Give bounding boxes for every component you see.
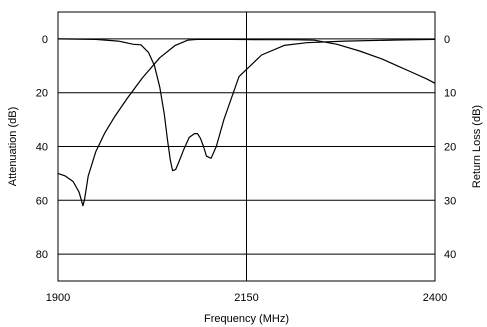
- y-left-tick-60: 60: [36, 195, 48, 207]
- y-right-tick-30: 30: [444, 195, 456, 207]
- attenuation-curve: [57, 38, 436, 207]
- grid: [58, 12, 435, 281]
- y-right-tick-20: 20: [444, 142, 456, 154]
- x-tick-2150: 2150: [234, 292, 258, 304]
- y-right-tick-10: 10: [444, 88, 456, 100]
- y-right-tick-0: 0: [444, 34, 450, 46]
- x-tick-1900: 1900: [46, 292, 70, 304]
- y-left-tick-0: 0: [42, 34, 48, 46]
- y-left-tick-80: 80: [36, 249, 48, 261]
- series-group: [57, 38, 436, 207]
- y-right-tick-40: 40: [444, 249, 456, 261]
- x-axis-label: Frequency (MHz): [204, 313, 289, 325]
- y-axis-left-label: Attenuation (dB): [7, 107, 19, 187]
- y-axis-right-label: Return Loss (dB): [471, 105, 483, 188]
- x-tick-2400: 2400: [423, 292, 447, 304]
- plot-frame: [57, 11, 436, 282]
- y-left-tick-40: 40: [36, 142, 48, 154]
- return-loss-curve: [57, 38, 436, 172]
- y-left-tick-20: 20: [36, 88, 48, 100]
- tick-labels: 0 20 40 60 80 0 10 20 30 40 1900 2150 2400: [36, 34, 457, 304]
